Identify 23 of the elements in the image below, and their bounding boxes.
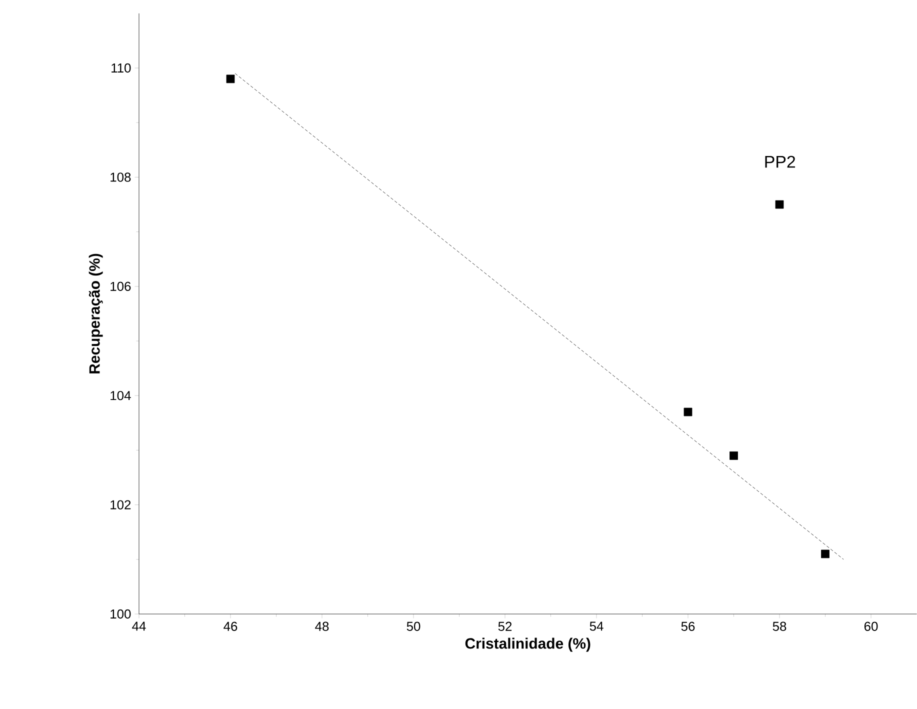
x-tick-label: 48 <box>315 622 329 631</box>
x-tick-label: 58 <box>772 622 786 631</box>
y-tick-label: 104 <box>110 391 131 400</box>
x-tick-label: 60 <box>864 622 878 631</box>
y-tick-label: 108 <box>110 172 131 182</box>
y-tick-label: 102 <box>110 500 131 510</box>
point <box>775 200 784 209</box>
point <box>730 451 738 460</box>
x-tick-label: 46 <box>224 622 238 631</box>
point <box>226 74 235 84</box>
x-tick-label: 44 <box>132 622 146 631</box>
annotation: PP2 <box>765 156 796 168</box>
x-tick-label: 54 <box>590 622 604 631</box>
x-tick-label: 56 <box>681 622 695 631</box>
x-tick-label: 52 <box>498 622 512 631</box>
x-axis-title: Cristalinidade (%) <box>465 638 590 652</box>
point <box>684 408 692 416</box>
point <box>821 550 830 558</box>
y-axis-title: Recuperação (%) <box>88 254 103 374</box>
y-tick-label: 106 <box>110 282 131 291</box>
y-tick-label: 110 <box>112 63 131 73</box>
y-tick-label: 100 <box>110 609 131 619</box>
x-tick-label: 50 <box>406 622 420 631</box>
